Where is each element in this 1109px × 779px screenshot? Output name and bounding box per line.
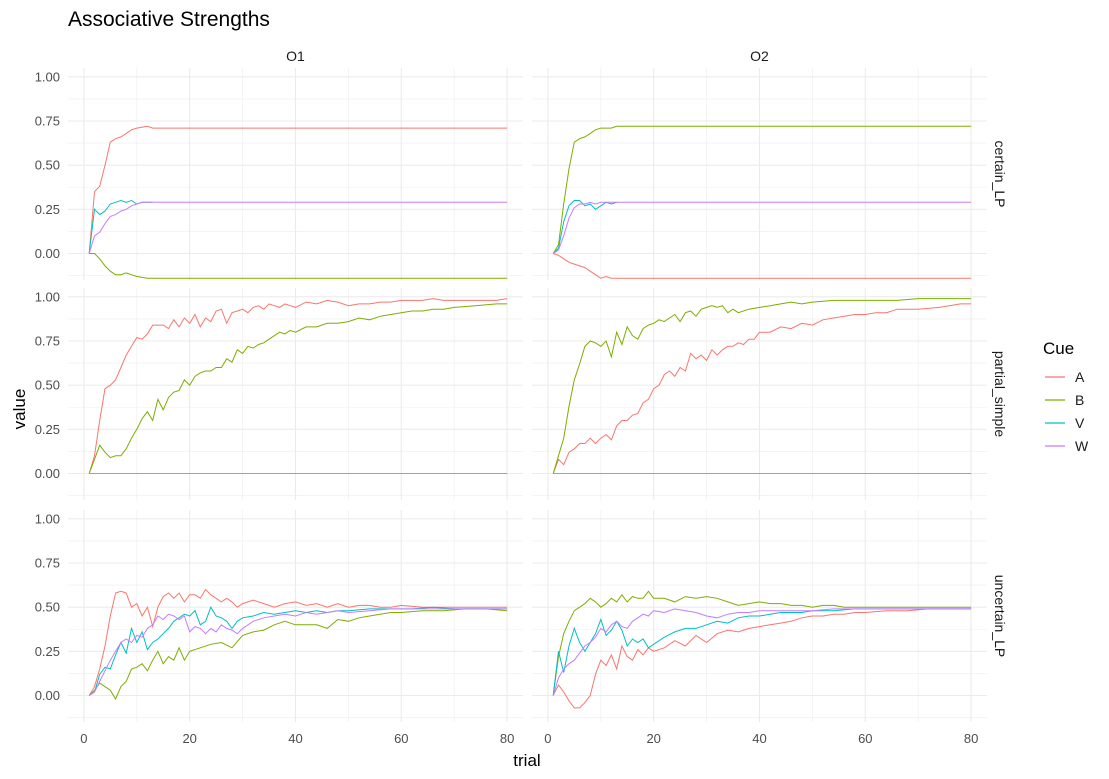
- x-tick-label: 60: [394, 731, 408, 746]
- y-tick-label: 0.00: [35, 688, 60, 703]
- series-line-W: [88, 608, 508, 696]
- panel-partial_simple-O1: 0.00 0.25 0.50 0.75 1.00: [35, 288, 523, 500]
- series-line-V: [88, 606, 508, 696]
- legend-label-V: V: [1075, 415, 1085, 431]
- y-tick-label: 0.50: [35, 378, 60, 393]
- panel-certain_LP-O1: 0.00 0.25 0.50 0.75 1.00: [35, 68, 523, 280]
- y-tick-label: 0.00: [35, 246, 60, 261]
- strip-label-row: certain_LP: [992, 141, 1008, 208]
- panel-partial_simple-O2: [532, 288, 987, 500]
- strip-label-column: O2: [750, 48, 769, 64]
- y-tick-label: 1.00: [35, 69, 60, 84]
- y-tick-label: 1.00: [35, 289, 60, 304]
- series-line-A: [88, 298, 508, 474]
- x-tick-label: 20: [646, 731, 660, 746]
- y-tick-label: 0.00: [35, 466, 60, 481]
- strip-label-row: uncertain_LP: [992, 575, 1008, 658]
- y-tick-label: 0.25: [35, 644, 60, 659]
- x-tick-label: 0: [80, 731, 87, 746]
- y-tick-label: 0.75: [35, 556, 60, 571]
- panel-uncertain_LP-O1: 0.00 0.25 0.50 0.75 1.00 0 20 40 60 80: [35, 510, 523, 746]
- series-line-B: [552, 590, 972, 696]
- x-tick-label: 80: [964, 731, 978, 746]
- series-line-A: [88, 125, 508, 254]
- legend-label-W: W: [1075, 438, 1089, 454]
- x-tick-label: 60: [858, 731, 872, 746]
- panels-layer: 0.00 0.25 0.50 0.75 1.00 0.00 0.25 0.50 0.75 1.00…: [35, 48, 1008, 746]
- y-tick-label: 0.25: [35, 422, 60, 437]
- strip-label-column: O1: [286, 48, 305, 64]
- series-line-A: [88, 588, 508, 696]
- legend-label-B: B: [1075, 392, 1084, 408]
- strip-label-row: partial_simple: [992, 351, 1008, 438]
- series-line-W: [552, 608, 972, 696]
- x-axis-title: trial: [513, 751, 540, 770]
- x-tick-label: 0: [544, 731, 551, 746]
- y-tick-label: 0.75: [35, 334, 60, 349]
- series-line-B: [88, 608, 508, 701]
- chart-title: Associative Strengths: [68, 8, 270, 31]
- series-line-A: [553, 253, 972, 279]
- series-line-B: [88, 303, 508, 474]
- x-tick-label: 20: [182, 731, 196, 746]
- y-tick-label: 0.75: [35, 114, 60, 129]
- x-tick-label: 80: [500, 731, 514, 746]
- series-line-A: [552, 608, 972, 709]
- series-line-W: [88, 201, 508, 254]
- series-line-B: [552, 298, 972, 474]
- series-line-B: [552, 125, 972, 254]
- series-line-W: [552, 201, 972, 254]
- x-tick-label: 40: [752, 731, 766, 746]
- y-axis-title: value: [10, 389, 29, 430]
- series-line-B: [89, 253, 508, 279]
- y-tick-label: 0.25: [35, 202, 60, 217]
- y-tick-label: 1.00: [35, 511, 60, 526]
- legend-label-A: A: [1075, 369, 1085, 385]
- x-tick-label: 40: [288, 731, 302, 746]
- series-line-A: [552, 303, 972, 474]
- y-tick-label: 0.50: [35, 158, 60, 173]
- y-tick-label: 0.50: [35, 600, 60, 615]
- panel-certain_LP-O2: [532, 68, 987, 280]
- legend-title: Cue: [1043, 339, 1074, 358]
- panel-uncertain_LP-O2: 0 20 40 60 80: [532, 510, 987, 746]
